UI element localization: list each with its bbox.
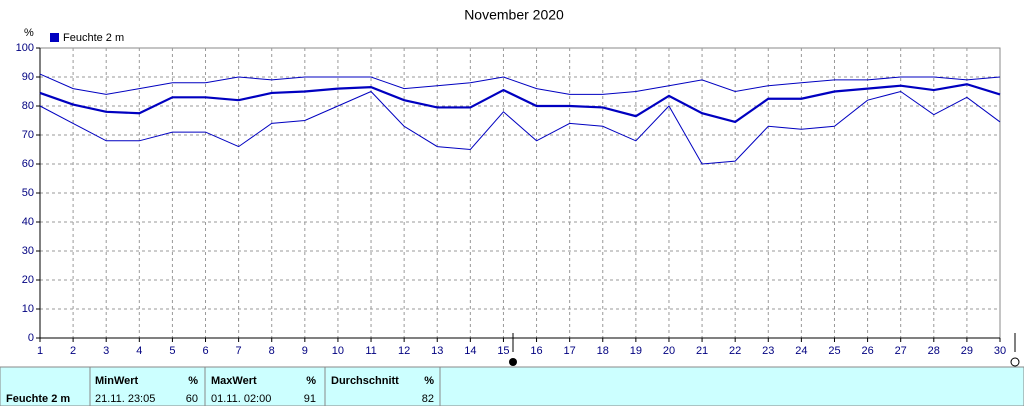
x-tick-label: 7 bbox=[236, 345, 242, 357]
x-tick-label: 17 bbox=[564, 345, 576, 357]
x-tick-label: 21 bbox=[696, 345, 708, 357]
col-unit: % bbox=[306, 375, 316, 387]
col-unit: % bbox=[188, 375, 198, 387]
stats-table bbox=[0, 366, 1024, 406]
x-tick-label: 22 bbox=[729, 345, 741, 357]
y-tick-label: 0 bbox=[28, 332, 34, 344]
row-label: Feuchte 2 m bbox=[6, 393, 70, 405]
x-tick-label: 27 bbox=[895, 345, 907, 357]
y-tick-label: 50 bbox=[22, 187, 34, 199]
x-tick-label: 1 bbox=[37, 345, 43, 357]
x-tick-label: 18 bbox=[597, 345, 609, 357]
col-value: 91 bbox=[304, 393, 316, 405]
moon-marker bbox=[1010, 357, 1020, 367]
y-tick-label: 10 bbox=[22, 303, 34, 315]
max-line bbox=[39, 73, 1001, 95]
col-header: Durchschnitt bbox=[331, 375, 399, 387]
x-tick-label: 3 bbox=[103, 345, 109, 357]
x-tick-label: 16 bbox=[530, 345, 542, 357]
x-tick-label: 15 bbox=[497, 345, 509, 357]
moon-marker bbox=[509, 358, 517, 366]
col-time: 01.11. 02:00 bbox=[211, 393, 271, 405]
x-tick-label: 6 bbox=[202, 345, 208, 357]
y-tick-label: 100 bbox=[16, 42, 34, 54]
x-tick-label: 8 bbox=[269, 345, 275, 357]
y-tick-label: 80 bbox=[22, 100, 34, 112]
x-tick-label: 19 bbox=[630, 345, 642, 357]
y-tick-label: 20 bbox=[22, 274, 34, 286]
col-value: 60 bbox=[186, 393, 198, 405]
col-header: MaxWert bbox=[211, 375, 257, 387]
x-tick-label: 11 bbox=[365, 345, 376, 357]
legend-label: Feuchte 2 m bbox=[63, 32, 124, 44]
x-tick-label: 14 bbox=[464, 345, 476, 357]
y-tick-label: 60 bbox=[22, 158, 34, 170]
y-tick-label: 30 bbox=[22, 245, 34, 257]
col-unit: % bbox=[424, 375, 434, 387]
x-tick-label: 26 bbox=[861, 345, 873, 357]
col-header: MinWert bbox=[95, 375, 139, 387]
col-value: 82 bbox=[422, 393, 434, 405]
x-tick-label: 25 bbox=[828, 345, 840, 357]
x-tick-label: 12 bbox=[398, 345, 410, 357]
col-time: 21.11. 23:05 bbox=[95, 393, 155, 405]
y-tick-label: 40 bbox=[22, 216, 34, 228]
mean-line bbox=[39, 83, 1001, 124]
x-tick-label: 24 bbox=[795, 345, 807, 357]
x-tick-label: 2 bbox=[70, 345, 76, 357]
x-tick-label: 5 bbox=[169, 345, 175, 357]
x-tick-label: 20 bbox=[663, 345, 675, 357]
y-tick-label: 70 bbox=[22, 129, 34, 141]
min-line bbox=[39, 90, 1001, 165]
x-tick-label: 4 bbox=[136, 345, 142, 357]
x-tick-label: 9 bbox=[302, 345, 308, 357]
x-tick-label: 23 bbox=[762, 345, 774, 357]
x-tick-label: 30 bbox=[994, 345, 1006, 357]
x-tick-label: 29 bbox=[961, 345, 973, 357]
chart-title: November 2020 bbox=[464, 7, 564, 23]
x-tick-label: 10 bbox=[332, 345, 344, 357]
y-tick-label: 90 bbox=[22, 71, 34, 83]
legend-swatch bbox=[50, 33, 59, 42]
y-axis-label: % bbox=[24, 27, 34, 39]
x-tick-label: 13 bbox=[431, 345, 443, 357]
x-tick-label: 28 bbox=[928, 345, 940, 357]
